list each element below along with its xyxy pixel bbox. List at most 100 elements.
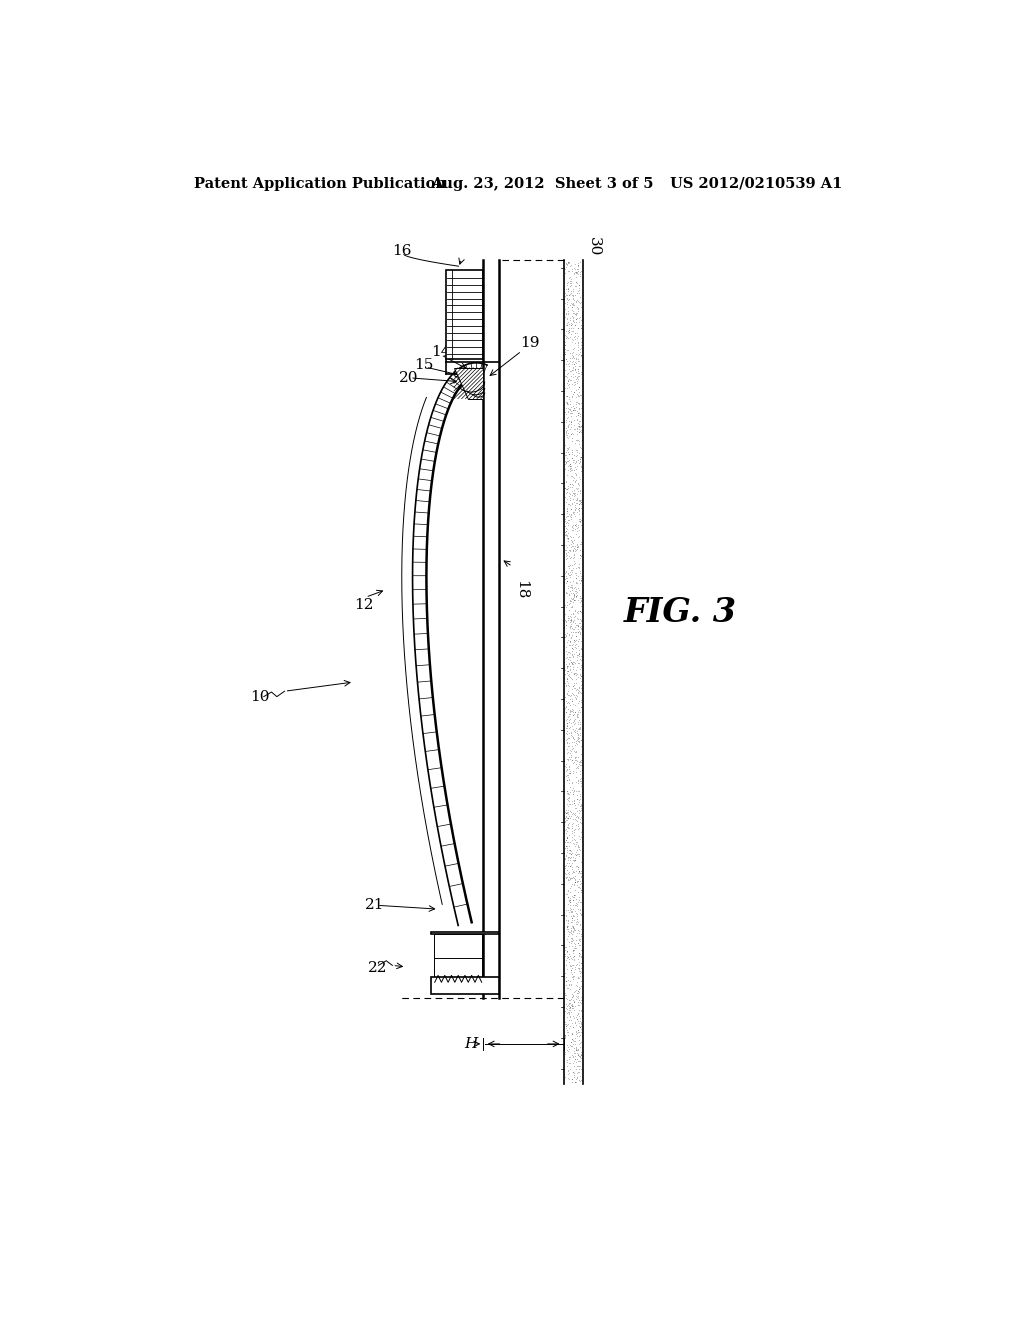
Point <box>571 339 588 360</box>
Point <box>573 309 590 330</box>
Point <box>572 331 589 352</box>
Point <box>566 791 583 812</box>
Point <box>561 1059 578 1080</box>
Point <box>562 562 579 583</box>
Point <box>557 832 573 853</box>
Point <box>558 985 574 1006</box>
Point <box>557 697 573 718</box>
Point <box>561 733 578 754</box>
Point <box>567 936 584 957</box>
Point <box>565 586 582 607</box>
Point <box>567 614 584 635</box>
Point <box>564 1061 581 1082</box>
Point <box>568 649 585 671</box>
Point <box>569 478 586 499</box>
Point <box>569 339 586 360</box>
Point <box>568 987 585 1008</box>
Point <box>566 1040 583 1061</box>
Point <box>564 587 581 609</box>
Point <box>560 515 577 536</box>
Point <box>572 264 589 285</box>
Point <box>564 718 581 739</box>
Point <box>559 279 575 300</box>
Point <box>557 982 573 1003</box>
Point <box>571 796 588 817</box>
Point <box>562 847 579 869</box>
Point <box>567 393 584 414</box>
Point <box>566 634 583 655</box>
Point <box>569 1008 586 1030</box>
Point <box>562 946 579 968</box>
Point <box>569 615 586 636</box>
Point <box>564 356 581 378</box>
Point <box>564 813 581 834</box>
Point <box>573 471 590 492</box>
Point <box>569 644 586 665</box>
Point <box>562 611 579 632</box>
Point <box>568 622 585 643</box>
Point <box>568 581 585 602</box>
Point <box>562 424 579 445</box>
Point <box>560 642 577 663</box>
Point <box>559 735 575 756</box>
Point <box>565 289 582 310</box>
Point <box>566 294 583 315</box>
Point <box>565 832 582 853</box>
Point <box>559 488 575 510</box>
Point <box>557 594 573 615</box>
Point <box>559 366 575 387</box>
Point <box>562 403 579 424</box>
FancyBboxPatch shape <box>446 271 483 359</box>
Point <box>563 622 580 643</box>
Point <box>564 516 581 537</box>
Point <box>568 1026 585 1047</box>
Point <box>569 652 586 673</box>
Point <box>558 696 574 717</box>
Point <box>557 1027 573 1048</box>
Point <box>572 436 589 457</box>
Point <box>561 631 578 652</box>
Point <box>564 862 581 883</box>
Point <box>565 659 582 680</box>
Point <box>568 912 585 933</box>
Point <box>573 779 590 800</box>
Point <box>573 1015 590 1036</box>
Point <box>568 722 585 743</box>
Point <box>570 758 587 779</box>
Point <box>566 651 583 672</box>
Point <box>571 664 588 685</box>
Point <box>557 561 573 582</box>
Point <box>563 385 580 407</box>
Point <box>558 1012 574 1034</box>
Point <box>564 727 581 748</box>
Point <box>559 437 575 458</box>
Point <box>573 655 590 676</box>
Point <box>564 548 581 569</box>
Point <box>567 622 584 643</box>
Point <box>570 494 587 515</box>
Point <box>571 480 588 502</box>
Point <box>569 444 586 465</box>
Point <box>561 840 578 861</box>
Point <box>563 948 580 969</box>
Point <box>560 676 577 697</box>
Point <box>571 645 588 667</box>
Point <box>571 923 588 944</box>
Point <box>557 444 573 465</box>
Point <box>563 652 580 673</box>
Point <box>566 939 583 960</box>
Point <box>567 271 584 292</box>
Point <box>569 734 586 755</box>
Point <box>563 504 580 525</box>
Point <box>558 615 574 636</box>
Point <box>563 413 580 434</box>
Point <box>573 310 590 331</box>
Point <box>567 814 584 836</box>
Point <box>561 978 578 999</box>
Point <box>559 1040 575 1061</box>
Point <box>564 752 581 774</box>
Point <box>560 791 577 812</box>
Point <box>565 474 582 495</box>
Point <box>561 535 578 556</box>
Point <box>564 783 581 804</box>
